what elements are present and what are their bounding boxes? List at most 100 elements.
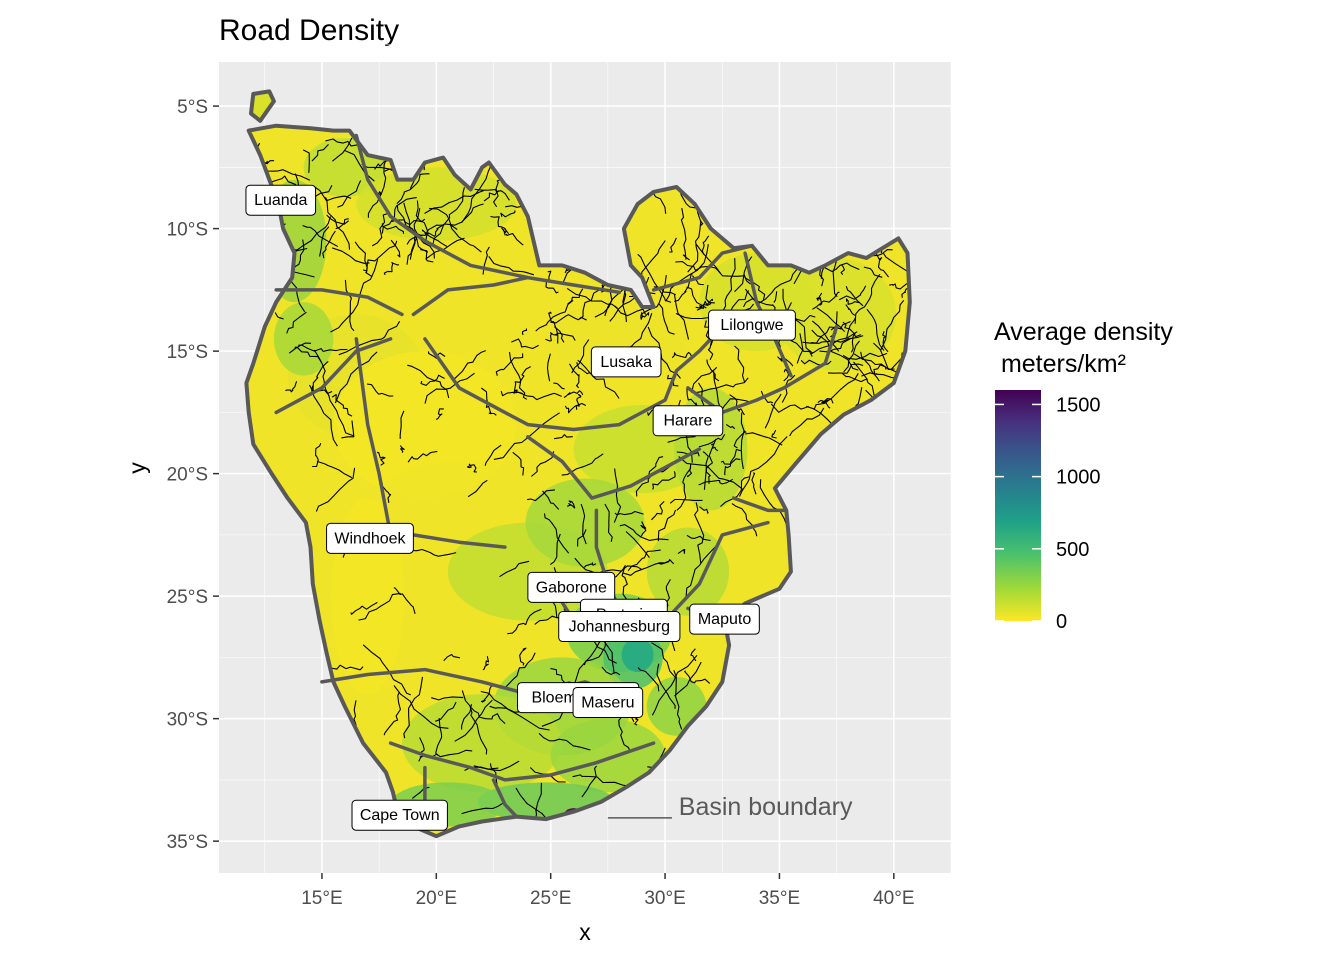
river (740, 412, 745, 470)
density-patch (550, 718, 666, 793)
river (901, 286, 910, 298)
river (331, 393, 353, 417)
legend-title-line1: Average density (994, 318, 1173, 346)
city-label-box (245, 184, 317, 216)
river (577, 359, 620, 399)
river (312, 185, 351, 250)
river (842, 321, 862, 338)
city-label-text: Luanda (254, 192, 307, 209)
river (298, 344, 348, 352)
river (577, 529, 587, 547)
density-patch (525, 478, 645, 567)
river (344, 279, 355, 332)
river (495, 353, 524, 376)
city-label-lusaka: Lusaka (590, 346, 662, 378)
legend-tick-label: 1500 (1056, 394, 1101, 416)
river (294, 346, 323, 364)
river (406, 237, 418, 265)
legend-tick-label: 1000 (1056, 467, 1101, 489)
river (604, 503, 613, 542)
city-label-cape-town: Cape Town (351, 799, 448, 831)
river (311, 144, 329, 162)
river (724, 448, 741, 476)
river (549, 533, 561, 566)
legend-ticks: 1500 1000 500 0 (995, 394, 1101, 633)
city-label-windhoek: Windhoek (326, 522, 414, 554)
river (418, 737, 425, 762)
y-tick-label: 15°S (167, 342, 208, 363)
river (315, 467, 356, 512)
river (424, 372, 475, 404)
river (657, 509, 677, 542)
river (713, 370, 722, 411)
river (461, 802, 503, 815)
river (407, 364, 450, 399)
chart-title: Road Density (219, 14, 399, 47)
river (673, 294, 690, 340)
river (518, 391, 562, 401)
river (720, 398, 750, 412)
river (454, 699, 493, 742)
y-tick-label: 35°S (167, 832, 208, 853)
river (734, 256, 753, 293)
river (840, 264, 845, 276)
city-label-box (708, 309, 796, 341)
river (641, 275, 667, 315)
color-legend: Average density meters/km² 1500 1000 500 0 (994, 318, 1173, 633)
river (846, 317, 856, 338)
river (745, 432, 783, 446)
river (432, 187, 465, 247)
river (290, 239, 305, 275)
river (545, 270, 559, 294)
city-label-text: Maseru (581, 694, 634, 711)
river (627, 549, 661, 572)
y-axis-label: y (124, 462, 150, 474)
city-label-box (590, 346, 662, 378)
river (480, 387, 497, 416)
river (420, 249, 434, 263)
river (640, 521, 647, 537)
city-label-gaborone: Gaborone (527, 571, 616, 603)
river (770, 403, 809, 413)
river (488, 255, 535, 276)
river (467, 479, 488, 498)
river (521, 328, 528, 336)
river (734, 345, 746, 382)
river (519, 647, 527, 666)
river (367, 157, 388, 218)
river (421, 228, 439, 237)
river (393, 685, 449, 729)
river (501, 227, 507, 236)
river (461, 690, 488, 755)
river (883, 253, 910, 302)
river (863, 266, 883, 278)
river (710, 443, 719, 452)
river (546, 353, 551, 382)
river (827, 363, 864, 374)
river (564, 402, 587, 414)
river (731, 503, 758, 537)
river (420, 374, 445, 386)
river (773, 291, 778, 303)
river (542, 490, 560, 510)
river (399, 410, 405, 439)
river (554, 326, 565, 343)
river (572, 634, 608, 688)
basin-boundary (526, 435, 702, 500)
basin-boundary-annotation: Basin boundary (679, 793, 853, 821)
river (319, 226, 330, 257)
river (330, 259, 379, 333)
river (874, 251, 890, 278)
outer-boundary (244, 123, 912, 839)
river (572, 774, 629, 787)
river (507, 608, 542, 635)
river (690, 366, 718, 393)
river (484, 444, 502, 466)
river (425, 237, 465, 260)
city-label-box (351, 799, 448, 831)
city-label-box (527, 571, 616, 603)
river (701, 235, 710, 255)
river (866, 308, 885, 351)
river (512, 451, 525, 476)
river (431, 696, 464, 701)
